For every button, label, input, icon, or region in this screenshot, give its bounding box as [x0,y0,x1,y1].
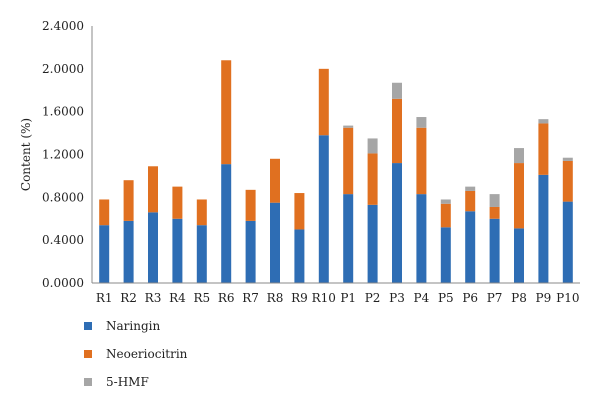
x-tick-label: R2 [120,291,137,305]
bar-segment-neoeriocitrin-r5 [196,199,207,226]
bar-segment-neoeriocitrin-p3 [392,98,402,164]
y-axis-title: Content (%) [19,118,33,191]
bar-segment-neoeriocitrin-p7 [489,206,500,219]
x-tick-label: R3 [145,291,162,305]
legend-label: Naringin [106,319,161,333]
bar-segment-naringin-r7 [245,220,256,283]
bar-segment-neoeriocitrin-p5 [440,203,451,228]
bar-segment-naringin-r1 [99,225,110,283]
bar-segment-neoeriocitrin-r9 [294,193,305,230]
bar-segment-neoeriocitrin-r8 [270,158,280,203]
x-tick-label: P1 [340,291,356,305]
x-tick-label: R4 [169,291,186,305]
bar-segment-5-hmf-p9 [538,119,549,124]
bar-segment-5-hmf-p2 [367,138,378,154]
y-tick-label: 0.0000 [42,276,84,290]
bar-segment-naringin-p8 [514,228,524,283]
x-tick-label: R8 [267,291,284,305]
y-tick-label: 1.2000 [42,148,84,162]
bar-segment-naringin-p10 [562,201,573,283]
bar-segment-neoeriocitrin-p4 [416,127,427,195]
legend-item: 5-HMF [84,374,149,390]
x-tick-label: R1 [96,291,113,305]
x-tick-label: P6 [462,291,478,305]
bar-segment-neoeriocitrin-r2 [123,180,134,221]
bar-segment-5-hmf-p3 [392,82,402,99]
bar-segment-naringin-p3 [392,163,402,283]
bar-segment-5-hmf-p7 [489,194,500,207]
y-tick-label: 0.8000 [42,190,84,204]
bar-segment-naringin-p7 [489,218,500,283]
bar-segment-neoeriocitrin-p9 [538,123,549,175]
bar-segment-5-hmf-p10 [562,157,573,161]
bar-segment-naringin-r10 [318,135,329,283]
legend-label: 5-HMF [106,375,149,389]
bar-segment-naringin-p9 [538,174,549,283]
x-tick-label: R7 [242,291,259,305]
bar-segment-neoeriocitrin-r10 [318,68,329,136]
bar-segment-5-hmf-p6 [465,186,476,191]
y-tick-label: 1.6000 [42,105,84,119]
bar-segment-neoeriocitrin-r6 [221,60,232,165]
bar-segment-5-hmf-p8 [514,148,524,164]
bar-segment-naringin-r8 [270,202,280,283]
x-tick-label: P3 [389,291,405,305]
x-tick-label: P7 [487,291,503,305]
bars [99,60,573,283]
bar-segment-naringin-p1 [343,194,354,283]
bar-segment-5-hmf-p1 [343,125,354,128]
bar-segment-neoeriocitrin-p1 [343,127,354,195]
x-tick-label: R6 [218,291,235,305]
x-tick-label: P2 [365,291,381,305]
x-tick-label: R5 [193,291,210,305]
bar-segment-neoeriocitrin-p6 [465,190,476,212]
bar-segment-naringin-p2 [367,204,378,283]
x-tick-label: R9 [291,291,308,305]
bar-segment-neoeriocitrin-r4 [172,186,183,219]
y-tick-label: 2.0000 [42,62,84,76]
bar-segment-neoeriocitrin-r1 [99,199,110,226]
legend-item: Naringin [84,318,160,334]
bar-segment-5-hmf-p5 [440,199,451,204]
x-tick-label: P4 [414,291,430,305]
bar-segment-naringin-r5 [196,225,207,283]
x-tick-label: P10 [556,291,579,305]
bar-segment-neoeriocitrin-p2 [367,153,378,205]
x-tick-label: P8 [511,291,527,305]
bar-segment-naringin-r3 [148,212,158,283]
x-tick-label: P9 [536,291,552,305]
bar-segment-neoeriocitrin-r3 [148,166,158,213]
legend-item: Neoeriocitrin [84,346,187,362]
bar-segment-naringin-r6 [221,164,232,283]
bar-segment-naringin-r2 [123,220,134,283]
legend-label: Neoeriocitrin [106,347,188,361]
bar-segment-naringin-p6 [465,211,476,283]
bar-segment-naringin-r9 [294,229,305,283]
x-tick-label: P5 [438,291,454,305]
x-tick-label: R10 [312,291,336,305]
bar-segment-naringin-p5 [440,227,451,283]
y-tick-label: 0.4000 [42,233,84,247]
bar-segment-naringin-r4 [172,218,183,283]
y-tick-label: 2.4000 [42,19,84,33]
y-axis-ticks: 0.0000 0.4000 0.8000 1.2000 1.6000 2.0000 2.40… [42,19,84,290]
x-axis-ticks: R1 R2 R3 R4 R5 R6 R7 R8 R9 R10 P1 P2 P3 P4 P5 P6 P7 P8 P9 P… [96,291,580,305]
bar-segment-neoeriocitrin-r7 [245,189,256,221]
legend-swatch [84,378,92,386]
bar-segment-neoeriocitrin-p8 [514,163,524,229]
bar-segment-naringin-p4 [416,194,427,283]
legend-swatch [84,350,92,358]
legend-swatch [84,322,92,330]
bar-segment-neoeriocitrin-p10 [562,160,573,202]
bar-segment-5-hmf-p4 [416,117,427,128]
